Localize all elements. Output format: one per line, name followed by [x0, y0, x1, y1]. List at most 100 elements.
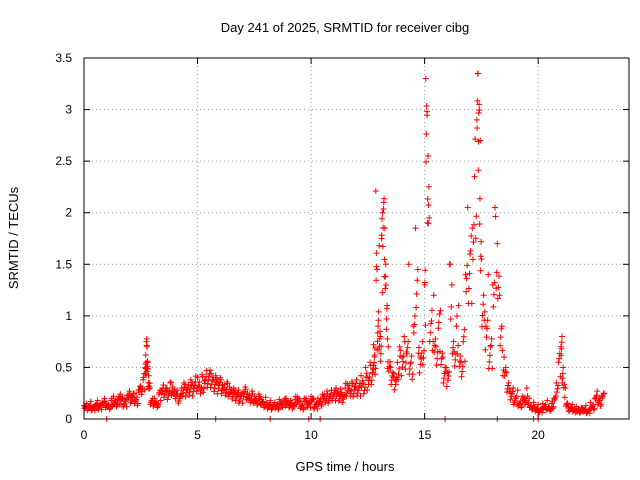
data-point	[197, 390, 204, 397]
data-point	[495, 284, 502, 291]
data-point	[370, 341, 377, 348]
data-point	[431, 342, 438, 349]
data-point	[102, 398, 109, 405]
data-point	[558, 339, 565, 346]
data-point	[474, 97, 481, 104]
data-point	[130, 390, 137, 397]
data-point	[262, 394, 269, 401]
data-point	[432, 343, 439, 350]
data-point	[542, 401, 549, 408]
data-point	[453, 313, 460, 320]
data-point	[479, 312, 486, 319]
x-tick-label: 15	[418, 428, 432, 442]
data-point	[476, 195, 483, 202]
y-tick-label: 0	[65, 412, 72, 426]
data-point	[450, 338, 457, 345]
data-point	[375, 346, 382, 353]
data-point	[498, 325, 505, 332]
data-point	[128, 397, 135, 404]
data-point	[141, 386, 148, 393]
data-point	[386, 358, 393, 365]
data-point	[205, 376, 212, 383]
data-point	[422, 267, 429, 274]
data-point	[249, 388, 256, 395]
data-point	[490, 303, 497, 310]
data-point	[379, 215, 386, 222]
data-point	[377, 358, 384, 365]
data-point	[520, 394, 527, 401]
data-point	[426, 214, 433, 221]
data-point	[155, 401, 162, 408]
data-point	[424, 196, 431, 203]
data-point	[394, 359, 401, 366]
data-point	[463, 275, 470, 282]
data-point	[146, 380, 153, 387]
data-point	[445, 372, 452, 379]
data-point	[372, 371, 379, 378]
data-point	[467, 250, 474, 257]
data-point	[368, 381, 375, 388]
data-point	[237, 395, 244, 402]
data-point	[221, 381, 228, 388]
data-point	[601, 390, 608, 397]
data-point	[478, 323, 485, 330]
data-point	[435, 319, 442, 326]
data-point	[362, 364, 369, 371]
data-point	[189, 392, 196, 399]
data-point	[544, 397, 551, 404]
data-point	[427, 329, 434, 336]
data-point	[494, 295, 501, 302]
data-point	[187, 376, 194, 383]
data-point	[466, 270, 473, 277]
data-point	[484, 317, 491, 324]
data-point	[91, 407, 98, 414]
data-point	[371, 353, 378, 360]
data-point	[353, 376, 360, 383]
data-point	[119, 394, 126, 401]
data-point	[145, 372, 152, 379]
data-point	[364, 387, 371, 394]
data-point	[193, 388, 200, 395]
data-point	[371, 359, 378, 366]
data-point	[408, 353, 415, 360]
data-point	[149, 395, 156, 402]
data-point	[495, 273, 502, 280]
data-point	[370, 362, 377, 369]
data-point	[144, 343, 151, 350]
data-point	[455, 302, 462, 309]
data-point	[187, 385, 194, 392]
data-point	[108, 395, 115, 402]
data-point	[232, 397, 239, 404]
data-point	[453, 323, 460, 330]
data-point	[379, 209, 386, 216]
data-point	[101, 395, 108, 402]
data-point	[400, 358, 407, 365]
data-point	[140, 374, 147, 381]
data-point	[440, 375, 447, 382]
data-point	[144, 368, 151, 375]
data-point	[433, 362, 440, 369]
data-point	[450, 344, 457, 351]
y-tick-label: 3.5	[55, 51, 72, 65]
data-point	[447, 261, 454, 268]
data-point	[357, 392, 364, 399]
plot-frame	[83, 57, 630, 420]
data-point	[133, 394, 140, 401]
y-tick-label: 2	[65, 206, 72, 220]
axis-ticks	[83, 57, 629, 420]
data-point	[358, 372, 365, 379]
data-point	[590, 406, 597, 413]
data-point	[490, 291, 497, 298]
data-point	[487, 343, 494, 350]
data-point	[430, 292, 437, 299]
data-point	[432, 335, 439, 342]
data-point	[497, 334, 504, 341]
data-point	[408, 359, 414, 366]
data-point	[414, 266, 421, 273]
data-point	[87, 398, 94, 405]
data-point	[437, 307, 444, 314]
data-point	[440, 379, 447, 386]
data-point	[123, 403, 130, 410]
x-tick-label: 10	[304, 428, 318, 442]
data-point	[218, 387, 225, 394]
